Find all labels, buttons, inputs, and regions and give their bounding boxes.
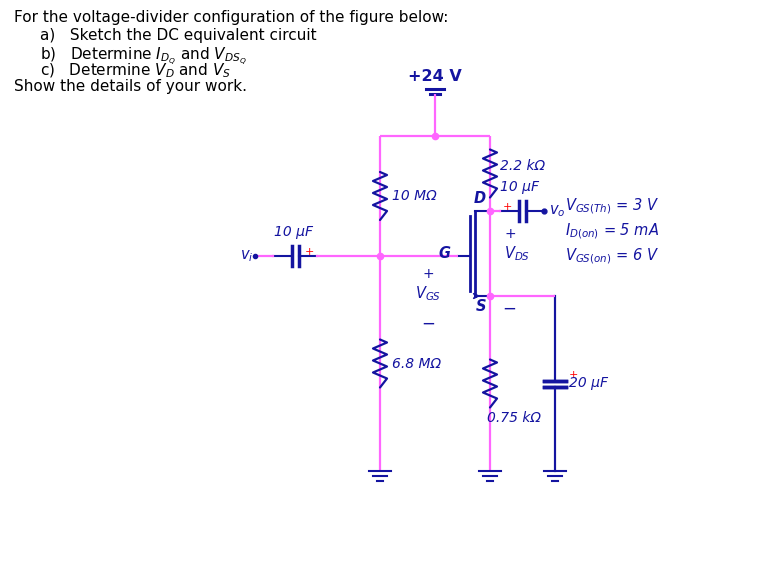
Text: −: − (502, 300, 516, 318)
Text: $I_{D(on)}$ = 5 mA: $I_{D(on)}$ = 5 mA (565, 221, 659, 241)
Text: 20 μF: 20 μF (569, 376, 608, 391)
Text: 0.75 kΩ: 0.75 kΩ (487, 411, 541, 426)
Text: D: D (474, 191, 486, 206)
Text: +: + (422, 267, 434, 281)
Text: +: + (503, 202, 512, 212)
Text: +: + (504, 226, 516, 241)
Text: $V_{GS(on)}$ = 6 V: $V_{GS(on)}$ = 6 V (565, 246, 659, 266)
Text: 2.2 kΩ: 2.2 kΩ (500, 158, 545, 173)
Text: For the voltage-divider configuration of the figure below:: For the voltage-divider configuration of… (14, 10, 449, 25)
Text: $v_i$: $v_i$ (240, 248, 253, 264)
Text: S: S (475, 299, 486, 314)
Text: G: G (438, 246, 450, 260)
Text: a)   Sketch the DC equivalent circuit: a) Sketch the DC equivalent circuit (40, 28, 317, 43)
Text: b)   Determine $I_{D_Q}$ and $V_{DS_Q}$: b) Determine $I_{D_Q}$ and $V_{DS_Q}$ (40, 45, 246, 67)
Text: +: + (569, 371, 578, 380)
Text: $V_{DS}$: $V_{DS}$ (504, 244, 530, 263)
Text: 10 MΩ: 10 MΩ (392, 189, 436, 203)
Text: Show the details of your work.: Show the details of your work. (14, 79, 247, 94)
Text: 10 μF: 10 μF (273, 225, 313, 239)
Text: 6.8 MΩ: 6.8 MΩ (392, 357, 441, 371)
Text: c)   Determine $V_D$ and $V_S$: c) Determine $V_D$ and $V_S$ (40, 62, 231, 80)
Text: −: − (421, 315, 435, 332)
Text: 10 μF: 10 μF (501, 180, 539, 194)
Text: $V_{GS(Th)}$ = 3 V: $V_{GS(Th)}$ = 3 V (565, 196, 659, 216)
Text: +24 V: +24 V (408, 69, 462, 84)
Text: $V_{GS}$: $V_{GS}$ (415, 285, 441, 303)
Text: +: + (305, 247, 314, 257)
Text: $v_o$: $v_o$ (549, 203, 565, 219)
